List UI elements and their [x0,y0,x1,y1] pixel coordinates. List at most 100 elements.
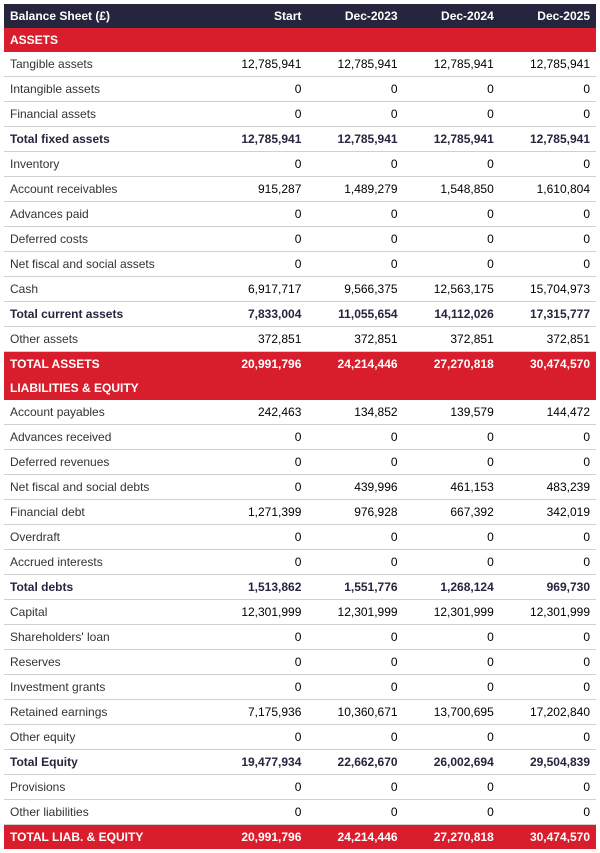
section-header-label: LIABILITIES & EQUITY [4,376,596,400]
row-label: Total Equity [4,750,211,775]
table-row: Advances received0000 [4,425,596,450]
row-label: Account receivables [4,177,211,202]
table-row: Net fiscal and social assets0000 [4,252,596,277]
row-label: Deferred revenues [4,450,211,475]
row-value: 0 [211,227,307,252]
row-value: 0 [404,227,500,252]
row-value: 0 [500,675,596,700]
table-row: Total Equity19,477,93422,662,67026,002,6… [4,750,596,775]
row-value: 12,785,941 [307,52,403,77]
row-value: 0 [404,675,500,700]
row-value: 0 [307,425,403,450]
row-value: 6,917,717 [211,277,307,302]
row-label: Other liabilities [4,800,211,825]
row-value: 439,996 [307,475,403,500]
table-row: Cash6,917,7179,566,37512,563,17515,704,9… [4,277,596,302]
row-value: 24,214,446 [307,825,403,850]
row-value: 0 [500,102,596,127]
row-value: 0 [307,77,403,102]
table-row: Total debts1,513,8621,551,7761,268,12496… [4,575,596,600]
row-value: 0 [500,152,596,177]
row-label: Other assets [4,327,211,352]
row-value: 969,730 [500,575,596,600]
row-value: 27,270,818 [404,352,500,377]
row-label: Intangible assets [4,77,211,102]
row-label: Reserves [4,650,211,675]
row-value: 1,271,399 [211,500,307,525]
col-header-dec-2024: Dec-2024 [404,4,500,28]
row-value: 0 [404,202,500,227]
row-value: 0 [307,152,403,177]
row-value: 13,700,695 [404,700,500,725]
row-label: Cash [4,277,211,302]
table-row: TOTAL ASSETS20,991,79624,214,44627,270,8… [4,352,596,377]
table-row: Accrued interests0000 [4,550,596,575]
row-value: 29,504,839 [500,750,596,775]
row-label: Shareholders' loan [4,625,211,650]
row-value: 22,662,670 [307,750,403,775]
table-row: LIABILITIES & EQUITY [4,376,596,400]
row-value: 0 [500,202,596,227]
table-row: Investment grants0000 [4,675,596,700]
row-value: 0 [307,650,403,675]
balance-sheet-table: Balance Sheet (£) Start Dec-2023 Dec-202… [4,4,596,849]
row-value: 0 [211,450,307,475]
table-row: Account receivables915,2871,489,2791,548… [4,177,596,202]
row-value: 12,301,999 [307,600,403,625]
table-row: Other liabilities0000 [4,800,596,825]
row-label: Retained earnings [4,700,211,725]
col-header-title: Balance Sheet (£) [4,4,211,28]
row-value: 12,301,999 [211,600,307,625]
row-label: Advances paid [4,202,211,227]
row-value: 0 [500,625,596,650]
row-value: 0 [500,450,596,475]
row-label: Provisions [4,775,211,800]
table-row: Other equity0000 [4,725,596,750]
row-value: 0 [211,725,307,750]
row-value: 0 [211,525,307,550]
row-value: 12,785,941 [500,52,596,77]
row-label: Investment grants [4,675,211,700]
table-row: Reserves0000 [4,650,596,675]
row-label: Net fiscal and social assets [4,252,211,277]
row-value: 15,704,973 [500,277,596,302]
table-row: Other assets372,851372,851372,851372,851 [4,327,596,352]
row-value: 12,785,941 [307,127,403,152]
table-row: Total current assets7,833,00411,055,6541… [4,302,596,327]
row-value: 7,833,004 [211,302,307,327]
row-value: 0 [404,650,500,675]
row-value: 17,202,840 [500,700,596,725]
row-value: 0 [404,152,500,177]
row-label: Financial assets [4,102,211,127]
row-value: 0 [307,202,403,227]
row-value: 12,785,941 [211,127,307,152]
row-value: 0 [211,650,307,675]
col-header-start: Start [211,4,307,28]
table-row: Intangible assets0000 [4,77,596,102]
row-value: 0 [307,550,403,575]
row-value: 0 [500,725,596,750]
row-label: Total debts [4,575,211,600]
row-value: 0 [211,625,307,650]
row-value: 0 [211,550,307,575]
row-value: 0 [404,525,500,550]
row-value: 0 [211,152,307,177]
row-value: 0 [307,102,403,127]
row-value: 0 [307,775,403,800]
table-row: Provisions0000 [4,775,596,800]
row-value: 0 [404,102,500,127]
row-value: 0 [307,525,403,550]
row-value: 0 [404,450,500,475]
row-value: 0 [211,800,307,825]
row-value: 0 [500,650,596,675]
row-value: 1,489,279 [307,177,403,202]
table-body: ASSETSTangible assets12,785,94112,785,94… [4,28,596,849]
row-value: 12,785,941 [211,52,307,77]
table-row: Account payables242,463134,852139,579144… [4,400,596,425]
row-label: Net fiscal and social debts [4,475,211,500]
table-row: Capital12,301,99912,301,99912,301,99912,… [4,600,596,625]
row-label: Account payables [4,400,211,425]
row-value: 0 [211,425,307,450]
row-value: 0 [500,77,596,102]
table-row: Total fixed assets12,785,94112,785,94112… [4,127,596,152]
